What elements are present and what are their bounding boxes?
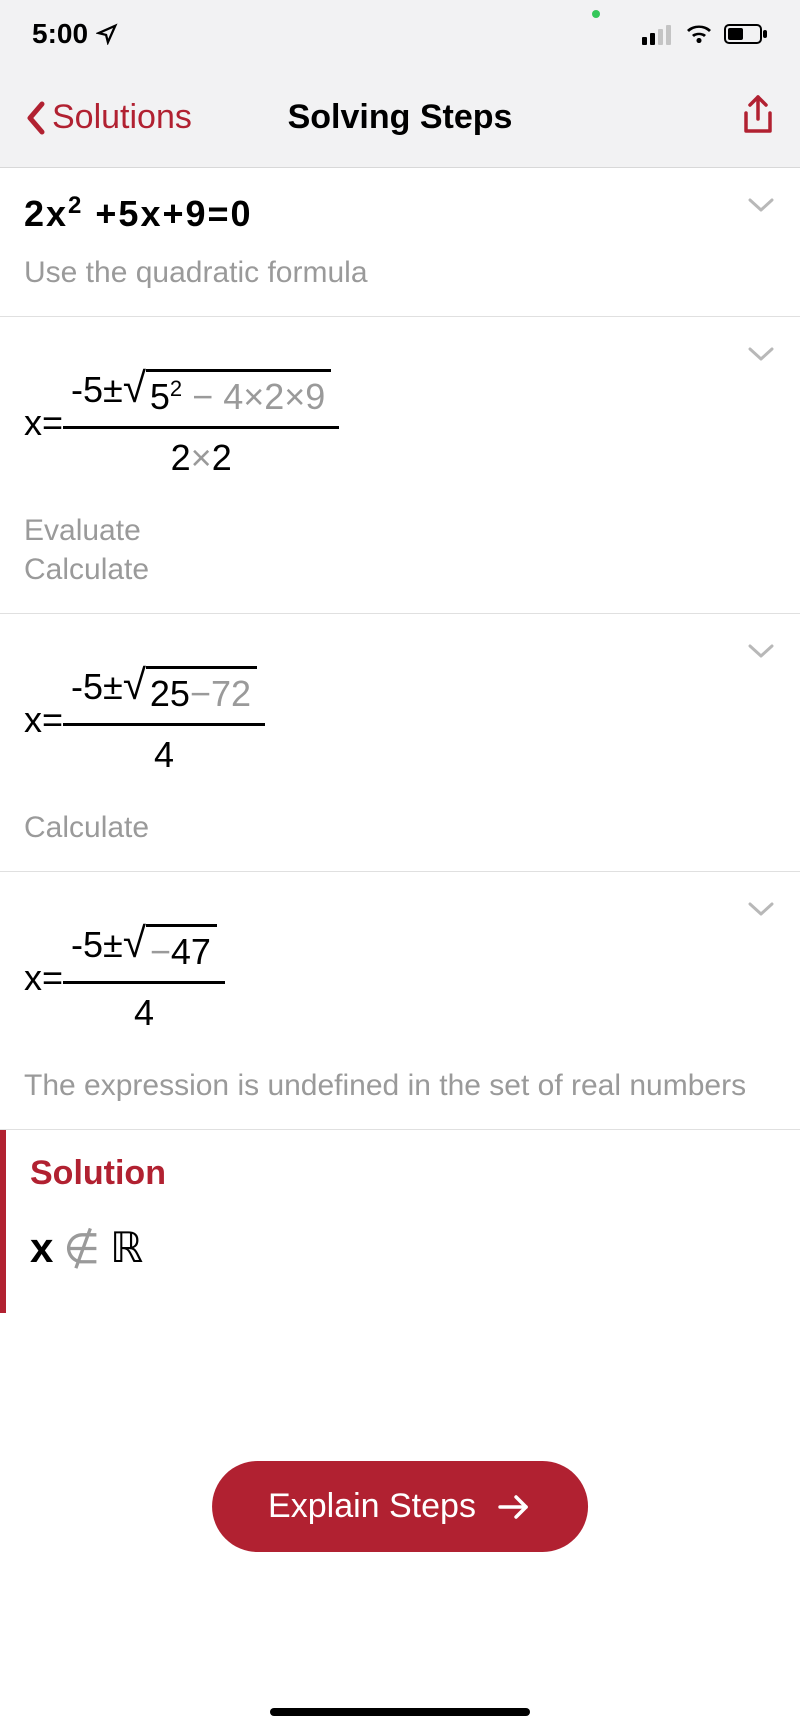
chevron-left-icon xyxy=(24,100,48,136)
chevron-down-icon xyxy=(746,900,776,923)
math-expression: x= -5±√52 − 4×2×9 2×2 xyxy=(24,353,776,493)
solution-expression: x ∉ ℝ xyxy=(30,1223,776,1273)
location-icon xyxy=(96,23,118,45)
explain-steps-button[interactable]: Explain Steps xyxy=(212,1461,588,1552)
chevron-down-icon xyxy=(746,642,776,665)
solution-card: Solution x ∉ ℝ xyxy=(0,1130,800,1313)
nav-bar: Solutions Solving Steps xyxy=(0,68,800,168)
share-button[interactable] xyxy=(740,93,776,142)
step-card-4[interactable]: x= -5±√−47 4 The expression is undefined… xyxy=(0,872,800,1130)
cellular-icon xyxy=(642,23,674,45)
step-description: Use the quadratic formula xyxy=(24,253,776,292)
chevron-down-icon xyxy=(746,345,776,368)
step-description: Calculate xyxy=(24,808,776,847)
content-area: 2x2 +5x+9=0 Use the quadratic formula x=… xyxy=(0,168,800,1313)
solution-title: Solution xyxy=(30,1154,776,1193)
math-expression: x= -5±√25−72 4 xyxy=(24,650,776,790)
battery-icon xyxy=(724,23,768,45)
nav-title: Solving Steps xyxy=(288,98,513,137)
step-card-3[interactable]: x= -5±√25−72 4 Calculate xyxy=(0,614,800,872)
back-label: Solutions xyxy=(52,98,192,137)
status-bar: 5:00 xyxy=(0,0,800,68)
wifi-icon xyxy=(684,23,714,45)
explain-button-label: Explain Steps xyxy=(268,1487,476,1526)
status-time: 5:00 xyxy=(32,18,118,50)
step-card-1[interactable]: 2x2 +5x+9=0 Use the quadratic formula xyxy=(0,168,800,317)
recording-indicator-icon xyxy=(592,10,600,18)
share-icon xyxy=(740,93,776,137)
back-button[interactable]: Solutions xyxy=(24,98,192,137)
step-description: The expression is undefined in the set o… xyxy=(24,1066,776,1105)
equation-text: 2x2 +5x+9=0 xyxy=(24,192,776,235)
chevron-down-icon xyxy=(746,196,776,219)
math-expression: x= -5±√−47 4 xyxy=(24,908,776,1048)
arrow-right-icon xyxy=(496,1493,532,1521)
status-indicators xyxy=(642,23,768,45)
step-description: EvaluateCalculate xyxy=(24,511,776,589)
home-indicator[interactable] xyxy=(270,1708,530,1716)
time-label: 5:00 xyxy=(32,18,88,50)
step-card-2[interactable]: x= -5±√52 − 4×2×9 2×2 EvaluateCalculate xyxy=(0,317,800,614)
